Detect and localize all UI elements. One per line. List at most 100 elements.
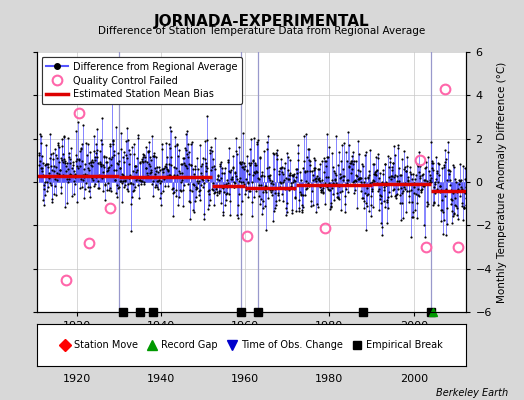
Point [431, 181, 439, 187]
Point [264, 173, 272, 179]
Point [79, 122, 87, 129]
Point [130, 187, 138, 194]
Point [276, 179, 284, 185]
Point [282, 174, 290, 181]
Point [275, 170, 283, 177]
Point [78, 184, 86, 190]
Point [421, 165, 429, 171]
Point [374, 155, 382, 162]
Point [247, 179, 256, 186]
Point [409, 170, 418, 177]
Point [111, 173, 119, 180]
Point [82, 140, 90, 146]
Point [437, 218, 445, 224]
Point [147, 157, 156, 163]
Point [415, 148, 423, 155]
Point [314, 166, 322, 172]
Point [418, 172, 427, 178]
Point [291, 195, 300, 202]
Point [304, 182, 313, 188]
Point [441, 185, 450, 192]
Point [154, 178, 162, 184]
Point [100, 153, 108, 159]
Point [283, 208, 291, 215]
Point [230, 179, 238, 185]
Point [201, 168, 210, 174]
Point [219, 209, 227, 215]
Point [290, 171, 298, 177]
Point [379, 167, 387, 174]
Point [75, 185, 84, 192]
Point [423, 201, 432, 208]
Point [143, 173, 151, 179]
Point [162, 164, 170, 170]
Point [47, 182, 55, 188]
Point [96, 159, 104, 165]
Point [121, 177, 129, 184]
Point [432, 176, 440, 183]
Point [235, 160, 244, 166]
Point [96, 161, 105, 167]
Point [228, 152, 237, 159]
Point [116, 165, 124, 172]
Point [307, 162, 315, 168]
Point [40, 186, 49, 192]
Point [99, 187, 107, 194]
Point [381, 160, 389, 167]
Point [184, 181, 192, 187]
Point [50, 183, 59, 189]
Point [315, 175, 323, 181]
Point [231, 169, 239, 175]
Point [66, 156, 74, 162]
Point [123, 186, 131, 193]
Point [62, 162, 70, 169]
Point [372, 172, 380, 178]
Point [263, 146, 271, 152]
Point [258, 172, 267, 178]
Point [415, 169, 423, 175]
Point [369, 161, 377, 167]
Point [271, 186, 279, 193]
Point [225, 168, 233, 174]
Point [74, 165, 82, 171]
Point [410, 179, 418, 186]
Point [457, 184, 466, 190]
Point [462, 184, 470, 191]
Point [84, 188, 93, 194]
Point [245, 160, 254, 166]
Point [171, 174, 180, 180]
Point [286, 172, 294, 179]
Point [204, 176, 213, 183]
Point [427, 139, 435, 146]
Point [316, 178, 324, 184]
Point [384, 205, 392, 212]
Point [147, 167, 155, 173]
Point [446, 182, 454, 189]
Point [131, 184, 139, 191]
Point [149, 150, 158, 156]
Point [294, 150, 302, 156]
Point [312, 174, 321, 181]
Point [205, 191, 214, 198]
Point [363, 192, 371, 198]
Point [163, 166, 171, 172]
Point [325, 180, 333, 186]
Point [239, 130, 248, 136]
Point [322, 174, 330, 180]
Point [401, 186, 409, 192]
Point [107, 162, 115, 168]
Point [399, 166, 408, 172]
Point [189, 170, 198, 177]
Point [162, 160, 170, 167]
Point [404, 177, 412, 183]
Point [237, 179, 245, 185]
Point [329, 180, 337, 186]
Point [438, 196, 446, 203]
Point [125, 147, 133, 154]
Point [300, 169, 309, 176]
Point [110, 148, 118, 154]
Point [350, 178, 358, 184]
Point [463, 185, 472, 192]
Point [104, 166, 112, 173]
Point [289, 179, 298, 186]
